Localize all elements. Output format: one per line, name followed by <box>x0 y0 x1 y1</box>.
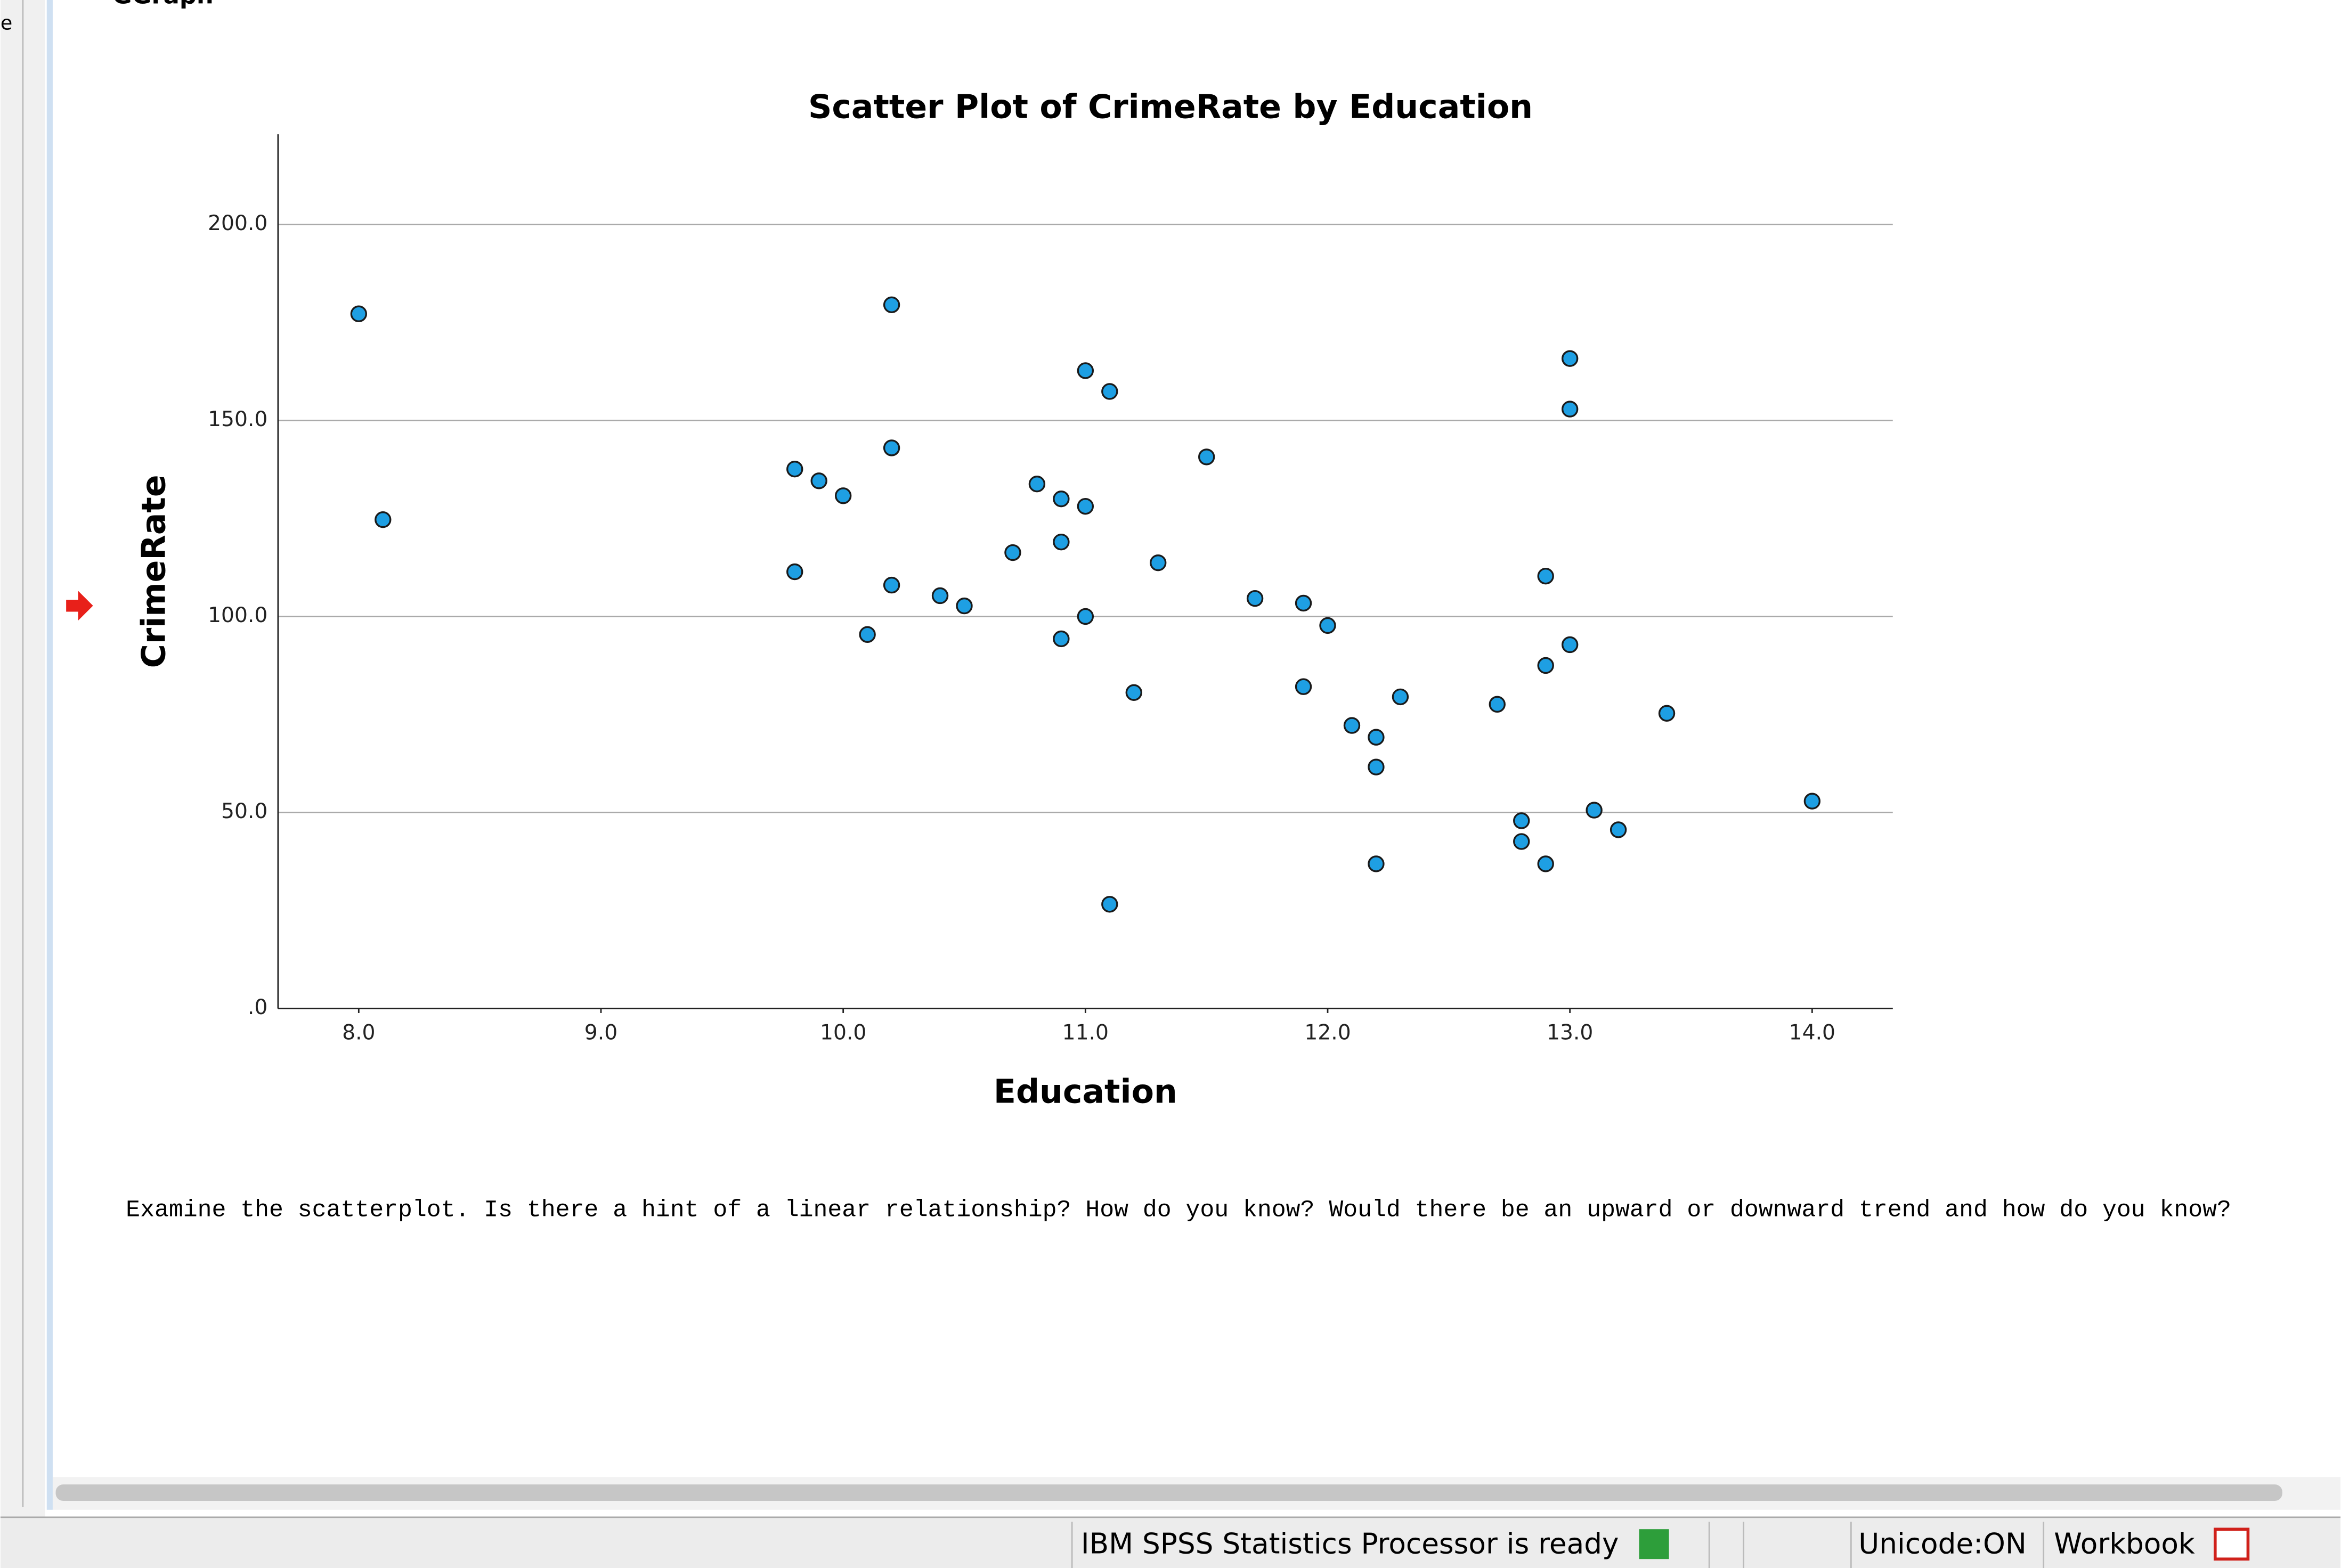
data-point <box>883 576 900 594</box>
y-tick-label: 200.0 <box>208 211 267 235</box>
data-point <box>1198 448 1215 466</box>
data-point <box>1368 758 1385 775</box>
data-point <box>1077 362 1094 379</box>
data-point <box>859 626 876 643</box>
data-point <box>1125 684 1142 701</box>
data-point <box>1246 590 1264 607</box>
unicode-status: Unicode:ON <box>1858 1528 2026 1561</box>
content-border <box>46 0 53 1510</box>
data-point <box>1028 476 1046 493</box>
data-point <box>883 439 900 456</box>
data-point <box>350 305 368 322</box>
data-point <box>1077 497 1094 515</box>
data-point <box>1392 688 1409 706</box>
data-point <box>1368 729 1385 746</box>
data-point <box>883 296 900 313</box>
y-tick-label: 150.0 <box>208 407 267 431</box>
data-point <box>1368 855 1385 872</box>
data-point <box>1561 636 1579 654</box>
x-tick-label: 13.0 <box>1547 1021 1593 1045</box>
data-point <box>810 472 827 489</box>
y-tick-label: .0 <box>248 995 267 1019</box>
data-point <box>1803 793 1821 810</box>
data-point <box>1101 896 1118 913</box>
x-tick-label: 10.0 <box>820 1021 866 1045</box>
data-point <box>1077 608 1094 625</box>
outline-fragment: e <box>1 11 12 34</box>
data-point <box>956 597 973 615</box>
y-tick-label: 100.0 <box>208 603 267 627</box>
data-point <box>1658 705 1676 722</box>
data-point <box>1561 401 1579 418</box>
x-tick-label: 8.0 <box>342 1021 375 1045</box>
data-point <box>1053 630 1070 648</box>
y-axis-label: CrimeRate <box>134 475 173 668</box>
x-axis-label: Education <box>994 1072 1177 1110</box>
data-point <box>1053 533 1070 551</box>
data-point <box>1295 594 1312 612</box>
current-item-arrow <box>66 591 93 621</box>
note-text: Examine the scatterplot. Is there a hint… <box>126 1197 2231 1224</box>
data-point <box>1343 717 1361 734</box>
mode-status: Workbook <box>2054 1528 2195 1561</box>
data-point <box>786 563 803 581</box>
data-point <box>1537 657 1554 674</box>
status-bar <box>0 1517 2341 1568</box>
data-point <box>1537 567 1554 585</box>
output-heading: GGraph <box>112 0 214 9</box>
data-point <box>375 511 392 528</box>
status-message: IBM SPSS Statistics Processor is ready <box>1081 1528 1619 1561</box>
data-point <box>1004 544 1021 561</box>
data-point <box>1610 821 1627 838</box>
x-tick-label: 11.0 <box>1062 1021 1109 1045</box>
plot-area: .0 50.0 100.0 150.0 200.0 8.0 9.0 10.0 11.0 12.0 1… <box>208 134 1893 1045</box>
data-point <box>1150 554 1167 571</box>
processor-icon <box>1639 1529 1669 1559</box>
data-point <box>1319 617 1336 634</box>
data-point <box>786 461 803 478</box>
x-tick-label: 12.0 <box>1304 1021 1351 1045</box>
x-tick-label: 9.0 <box>584 1021 617 1045</box>
workbook-icon <box>2213 1528 2250 1561</box>
x-tick-label: 14.0 <box>1789 1021 1835 1045</box>
data-point <box>1489 696 1506 713</box>
data-point <box>834 487 852 504</box>
scrollbar-thumb[interactable] <box>55 1484 2282 1501</box>
data-point <box>1513 833 1530 850</box>
data-point <box>1295 678 1312 695</box>
data-point <box>1101 383 1118 400</box>
y-tick-label: 50.0 <box>221 799 267 823</box>
data-point <box>1053 490 1070 508</box>
data-point <box>1561 350 1579 367</box>
data-point <box>1586 802 1603 819</box>
data-point <box>1537 855 1554 872</box>
chart-title: Scatter Plot of CrimeRate by Education <box>808 88 1533 126</box>
data-point <box>931 587 949 605</box>
data-point <box>1513 812 1530 829</box>
